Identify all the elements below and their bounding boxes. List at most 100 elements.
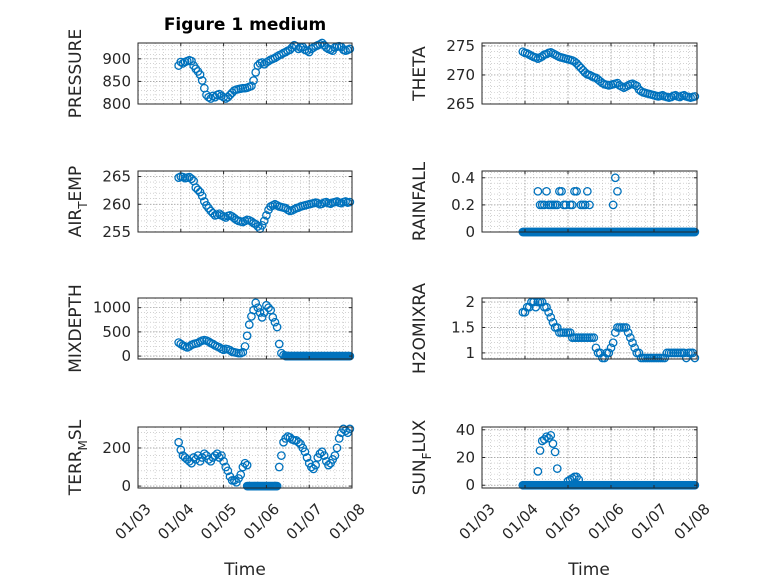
data-point bbox=[238, 347, 248, 357]
data-point bbox=[613, 186, 622, 196]
data-point bbox=[253, 222, 263, 231]
x-tick-label: 01/03 bbox=[455, 500, 498, 543]
data-point bbox=[520, 307, 530, 317]
y-tick-label: 900 bbox=[102, 50, 131, 68]
y-tick-label: 0 bbox=[465, 223, 475, 241]
data-point bbox=[591, 343, 601, 353]
data-point bbox=[174, 338, 184, 347]
y-tick-label: 500 bbox=[102, 323, 131, 341]
data-point bbox=[306, 44, 316, 54]
tick-marks bbox=[137, 427, 353, 488]
y-axis-label: THETA bbox=[410, 46, 430, 102]
data-point bbox=[610, 328, 620, 337]
data-point bbox=[247, 217, 256, 226]
data-point bbox=[544, 433, 554, 443]
data-point bbox=[561, 200, 571, 210]
plot-area bbox=[138, 427, 352, 488]
data-point bbox=[253, 303, 263, 313]
data-point bbox=[294, 437, 303, 447]
data-point bbox=[242, 460, 252, 470]
data-point bbox=[217, 451, 226, 460]
data-point bbox=[634, 348, 644, 358]
data-point bbox=[277, 451, 286, 460]
data-point bbox=[542, 302, 551, 312]
data-point bbox=[690, 92, 700, 101]
subplot-6: 1 1.5 2 H2OMIXRA bbox=[410, 283, 700, 374]
data-point bbox=[574, 475, 584, 485]
data-point bbox=[217, 91, 226, 101]
data-point bbox=[208, 208, 218, 218]
data-point bbox=[606, 343, 616, 353]
y-tick-label: 275 bbox=[446, 37, 475, 55]
data-point bbox=[334, 434, 344, 443]
tick-marks bbox=[481, 43, 698, 105]
data-point bbox=[187, 174, 196, 184]
data-point bbox=[244, 320, 254, 329]
data-point bbox=[240, 458, 250, 468]
data-point bbox=[223, 466, 233, 476]
axes-frame bbox=[137, 170, 353, 233]
data-point bbox=[223, 92, 233, 102]
series-markers bbox=[174, 424, 355, 491]
data-point bbox=[204, 455, 213, 464]
y-axis-label: SUNFLUX bbox=[410, 419, 434, 495]
series-markers bbox=[518, 297, 700, 363]
data-point bbox=[187, 56, 196, 66]
data-point bbox=[302, 453, 312, 462]
x-tick-label: 01/04 bbox=[154, 500, 197, 543]
data-point bbox=[548, 439, 558, 448]
data-point bbox=[580, 200, 590, 210]
x-tick-label: 01/04 bbox=[498, 500, 541, 543]
data-point bbox=[345, 44, 355, 54]
data-point bbox=[345, 351, 355, 361]
data-point bbox=[567, 200, 577, 210]
y-tick-label: 1000 bbox=[93, 299, 131, 317]
data-point bbox=[197, 191, 207, 201]
data-point bbox=[630, 343, 640, 353]
data-point bbox=[319, 451, 329, 460]
data-point bbox=[572, 472, 581, 482]
y-tick-label: 1 bbox=[465, 344, 475, 362]
data-point bbox=[219, 456, 228, 466]
data-point bbox=[574, 61, 584, 71]
data-point bbox=[546, 430, 556, 440]
data-point bbox=[210, 451, 220, 460]
axes-frame bbox=[481, 297, 698, 360]
data-point bbox=[610, 173, 620, 183]
y-tick-label: 200 bbox=[102, 439, 131, 457]
axes-frame bbox=[481, 170, 698, 233]
y-tick-label: 0.2 bbox=[451, 196, 475, 214]
data-point bbox=[608, 338, 618, 348]
y-axis-label: AIRTEMP bbox=[66, 166, 90, 237]
y-tick-label: 800 bbox=[102, 95, 131, 113]
data-point bbox=[621, 323, 631, 332]
x-tick-label: 01/08 bbox=[325, 500, 368, 543]
y-tick-label: 1.5 bbox=[451, 318, 475, 336]
data-point bbox=[272, 322, 282, 332]
data-point bbox=[539, 200, 549, 210]
data-point bbox=[281, 434, 291, 443]
y-tick-label: 850 bbox=[102, 72, 131, 90]
data-point bbox=[274, 339, 284, 349]
data-point bbox=[193, 185, 203, 195]
subplot-2: 265 270 275 THETA bbox=[410, 37, 700, 113]
x-tick-label: 01/07 bbox=[627, 500, 670, 543]
data-point bbox=[572, 58, 581, 68]
data-point bbox=[533, 467, 543, 476]
data-point bbox=[315, 449, 325, 459]
axes-frame bbox=[137, 426, 353, 489]
data-point bbox=[229, 476, 239, 485]
data-point bbox=[204, 337, 213, 346]
data-point bbox=[285, 45, 295, 55]
data-point bbox=[345, 197, 355, 207]
axes-frame bbox=[137, 297, 353, 360]
series-markers bbox=[518, 430, 700, 490]
y-tick-label: 265 bbox=[102, 168, 131, 186]
data-point bbox=[272, 481, 282, 491]
subplot-5: 0 500 1000 MIXDEPTH bbox=[66, 284, 355, 373]
data-point bbox=[225, 90, 235, 100]
data-point bbox=[552, 464, 562, 473]
data-point bbox=[268, 313, 278, 322]
data-point bbox=[524, 302, 534, 312]
data-point bbox=[625, 333, 635, 342]
